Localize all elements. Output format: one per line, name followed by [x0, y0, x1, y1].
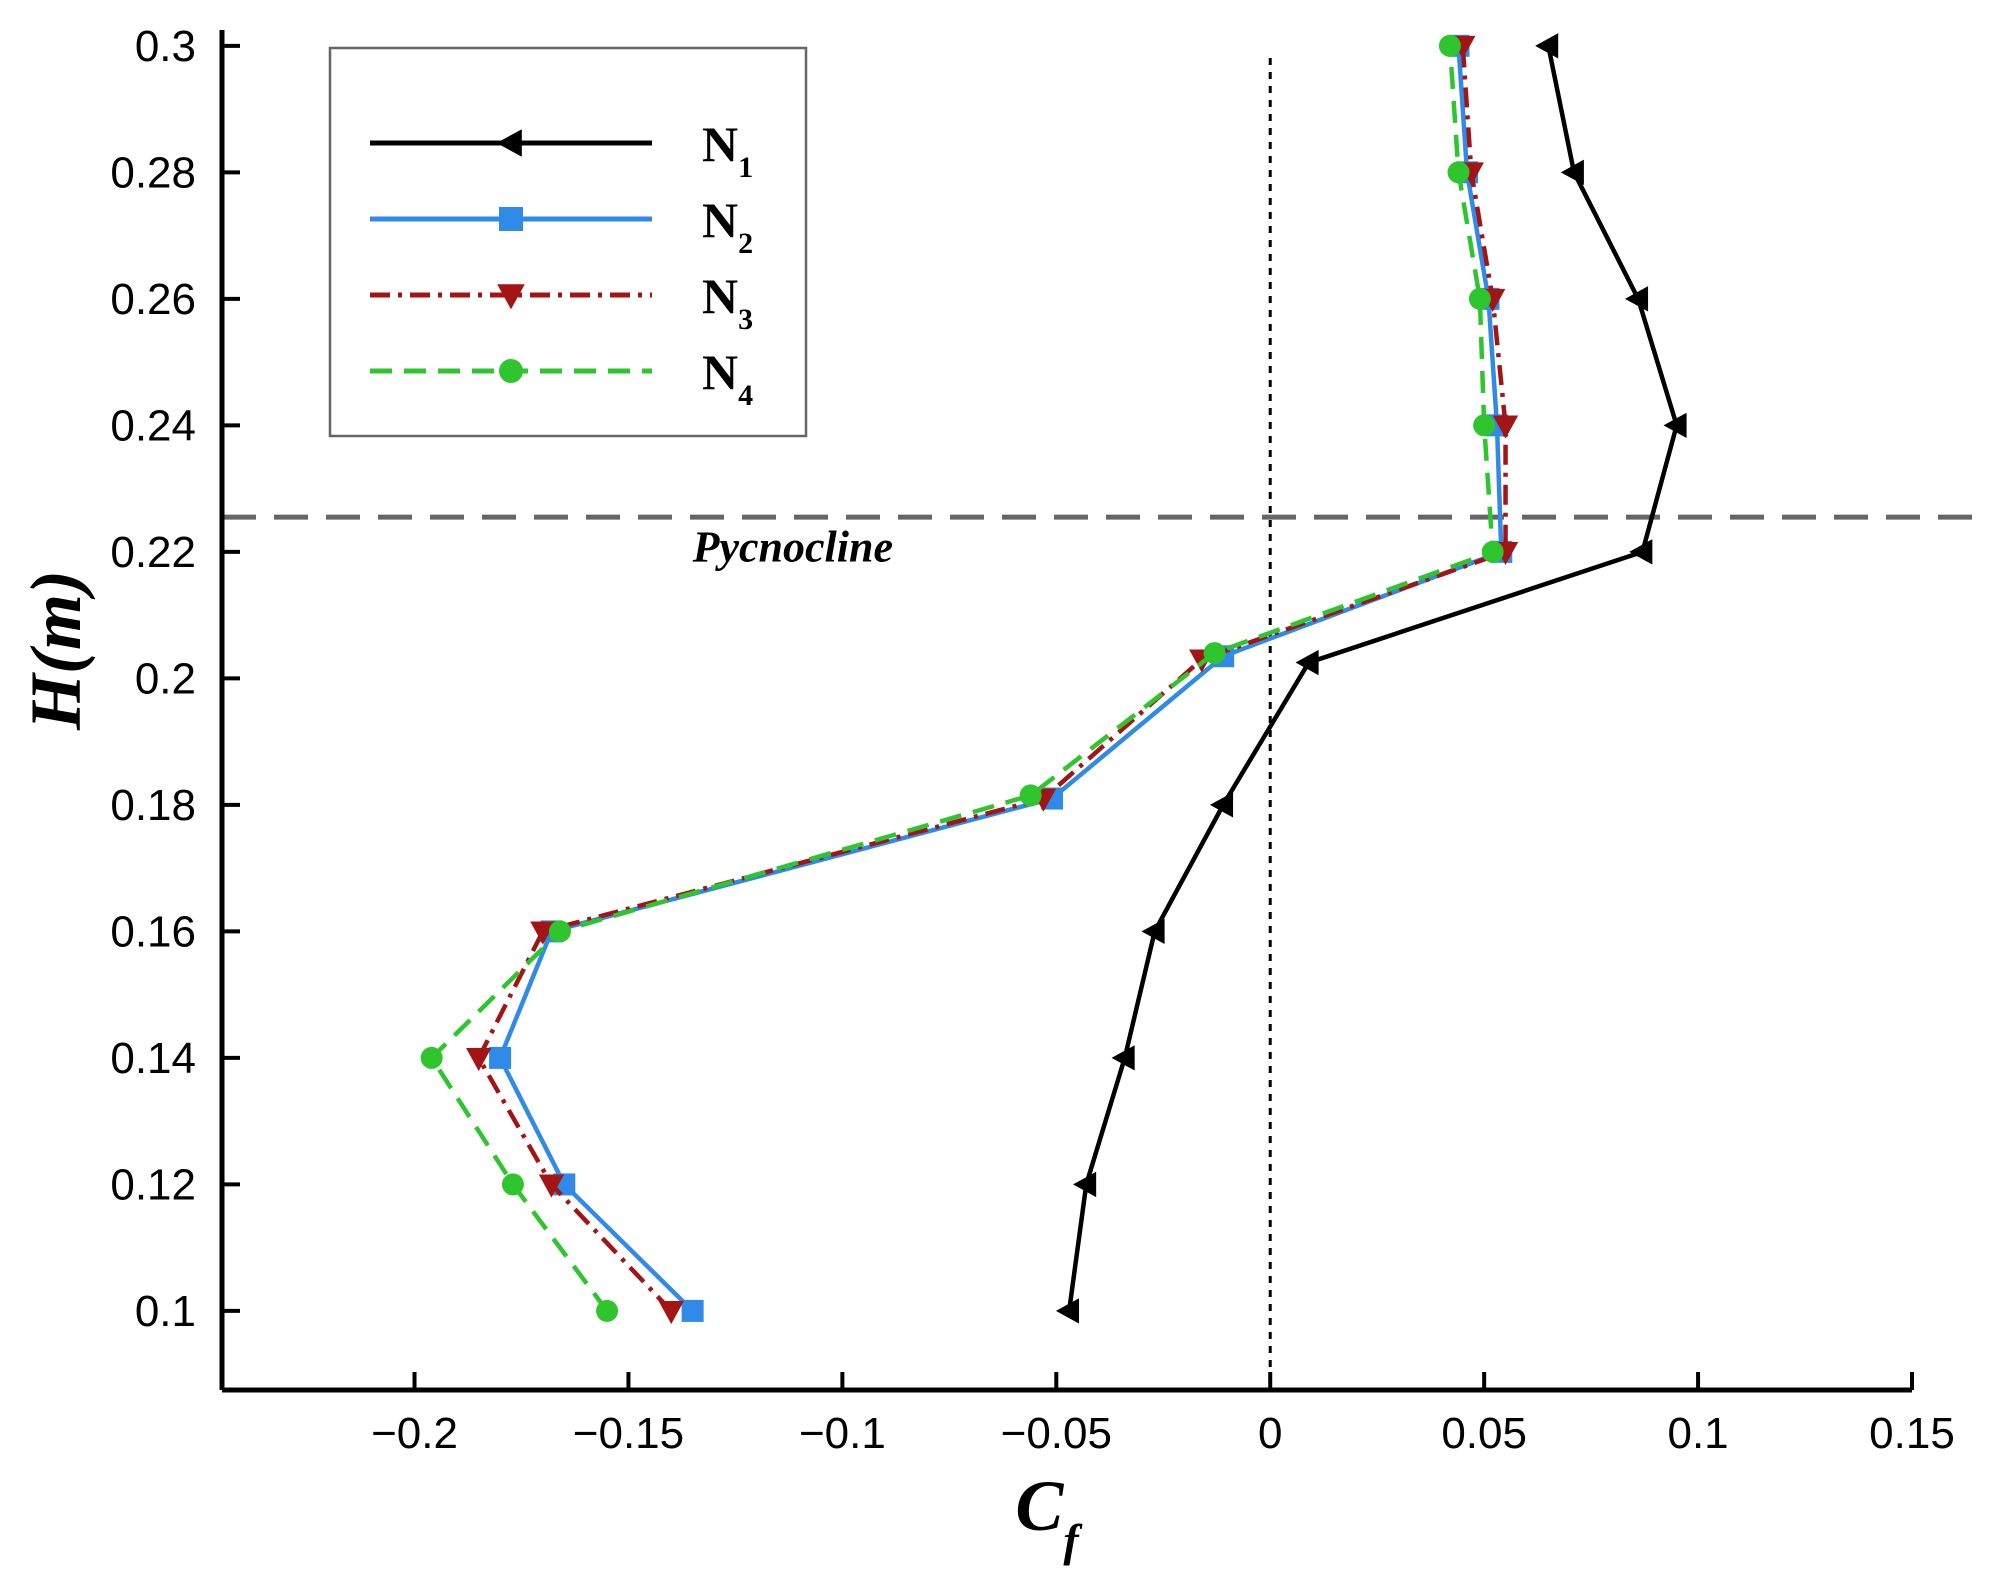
data-point	[530, 921, 556, 945]
legend-item: N3	[370, 268, 753, 336]
data-series	[420, 33, 1687, 1325]
x-tick-label: 0	[1258, 1409, 1282, 1458]
legend-marker	[496, 129, 522, 157]
data-point	[1492, 415, 1519, 439]
y-tick-label: 0.22	[110, 528, 196, 577]
data-point	[596, 1299, 619, 1322]
legend-label: N4	[702, 344, 753, 412]
y-tick-label: 0.24	[110, 401, 196, 450]
y-tick-label: 0.18	[110, 781, 196, 830]
data-point	[538, 1174, 565, 1198]
x-axis-title: Cf	[1015, 1466, 1083, 1566]
data-point	[1447, 161, 1470, 184]
legend-item: N2	[370, 192, 753, 260]
axes: −0.2 −0.15 −0.1 −0.05 0 0.05 0.1 0.15 0.1 0.12 0.1…	[16, 22, 1955, 1566]
data-point	[1141, 918, 1165, 945]
data-point	[489, 1046, 512, 1069]
legend-label: N3	[702, 268, 753, 336]
annotations: Pycnocline	[692, 522, 893, 571]
data-point	[1481, 540, 1504, 563]
data-point	[1055, 1298, 1080, 1324]
legend-item: N1	[370, 116, 753, 184]
series-n4	[420, 34, 1504, 1322]
y-axis-title: H(m)	[16, 570, 96, 731]
series-line	[1066, 45, 1679, 1312]
data-point	[501, 1173, 524, 1196]
x-tick-label: 0.1	[1667, 1409, 1728, 1458]
y-tick-label: 0.28	[110, 148, 196, 197]
data-point	[1209, 792, 1234, 818]
data-point	[1019, 784, 1042, 807]
legend-item: N4	[370, 344, 753, 412]
data-point	[549, 920, 571, 943]
legend: N1 N2 N3 N4	[328, 46, 808, 438]
data-point	[1560, 159, 1584, 185]
y-tick-label: 0.3	[135, 22, 196, 71]
data-point	[1111, 1045, 1135, 1071]
data-point	[1473, 414, 1496, 437]
data-point	[658, 1301, 684, 1325]
data-point	[1295, 649, 1319, 676]
data-point	[420, 1046, 443, 1069]
x-tick-label: −0.15	[573, 1409, 684, 1458]
data-point	[681, 1299, 704, 1322]
data-point	[1438, 34, 1461, 57]
y-tick-label: 0.1	[135, 1287, 196, 1336]
data-point	[1624, 286, 1649, 312]
x-tick-label: −0.05	[1001, 1409, 1112, 1458]
y-tick-label: 0.26	[110, 275, 196, 324]
data-point	[1073, 1171, 1097, 1198]
series-n1	[1055, 33, 1687, 1324]
x-tick-label: 0.05	[1441, 1409, 1527, 1458]
x-tick-label: −0.1	[799, 1409, 886, 1458]
legend-marker	[499, 359, 523, 383]
data-point	[1468, 287, 1491, 310]
legend-label: N1	[702, 116, 753, 184]
legend-marker	[499, 207, 523, 231]
y-tick-label: 0.2	[135, 654, 196, 703]
x-tick-label: 0.15	[1869, 1409, 1955, 1458]
y-tick-label: 0.16	[110, 907, 196, 956]
data-point	[1535, 33, 1559, 59]
x-tick-label: −0.2	[371, 1409, 458, 1458]
data-point	[1663, 412, 1687, 438]
data-point	[466, 1048, 492, 1072]
y-tick-label: 0.12	[110, 1160, 196, 1209]
pycnocline-label: Pycnocline	[692, 522, 893, 571]
y-tick-label: 0.14	[110, 1034, 196, 1083]
legend-marker	[497, 284, 525, 310]
data-point	[1629, 539, 1653, 565]
legend-label: N2	[702, 192, 753, 260]
reference-lines	[222, 58, 1972, 1390]
data-point	[1203, 642, 1226, 665]
